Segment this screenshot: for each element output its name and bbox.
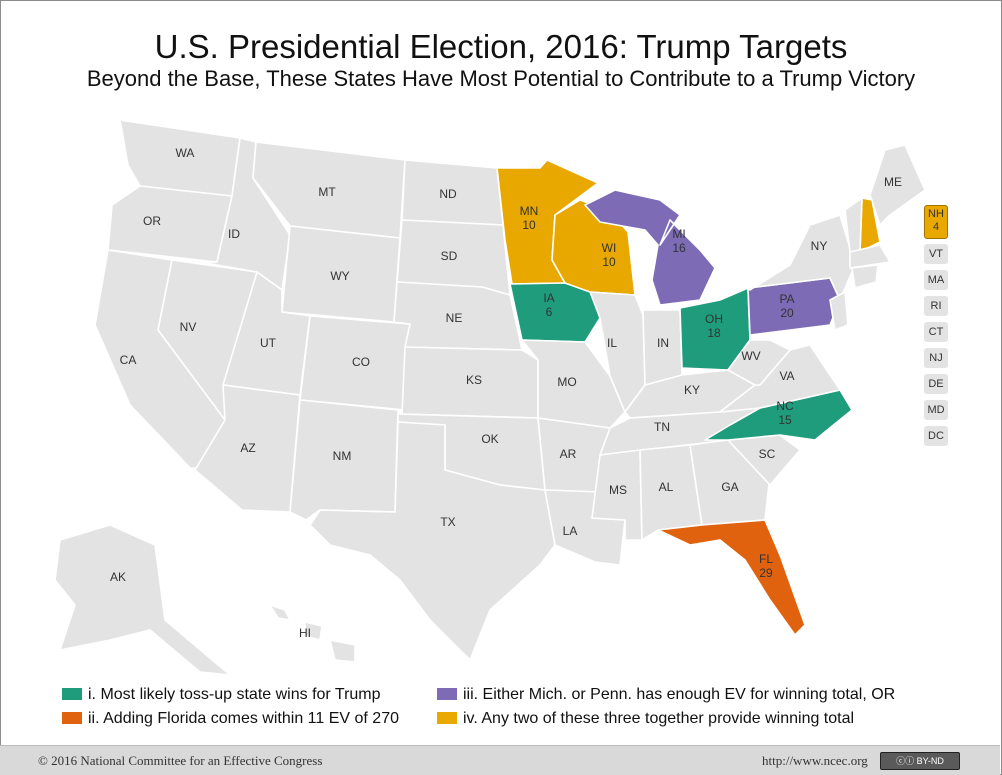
legend-florida: ii. Adding Florida comes within 11 EV of… bbox=[62, 710, 399, 728]
small-state-md: MD bbox=[924, 400, 948, 420]
state-WV bbox=[727, 339, 791, 386]
state-label-la: LA bbox=[563, 524, 578, 538]
state-NC bbox=[704, 389, 853, 441]
state-label-ks: KS bbox=[466, 373, 482, 387]
state-MO bbox=[521, 339, 626, 429]
state-label-al: AL bbox=[659, 480, 674, 494]
state-label-ak: AK bbox=[110, 570, 126, 584]
small-state-ev: 4 bbox=[932, 221, 940, 233]
small-state-label: NH bbox=[928, 208, 944, 220]
state-label-ga: GA bbox=[721, 480, 738, 494]
map-title: U.S. Presidential Election, 2016: Trump … bbox=[154, 28, 848, 65]
state-label-mt: MT bbox=[318, 185, 336, 199]
state-label-mi: MI bbox=[672, 227, 685, 241]
legend-either: iii. Either Mich. or Penn. has enough EV… bbox=[437, 686, 895, 704]
state-ev-oh: 18 bbox=[707, 326, 721, 340]
legend-anytwo-swatch bbox=[437, 712, 457, 724]
state-label-ca: CA bbox=[120, 353, 137, 367]
small-state-label: MA bbox=[927, 274, 945, 286]
state-label-nv: NV bbox=[180, 320, 197, 334]
state-label-il: IL bbox=[607, 336, 617, 350]
state-ev-nc: 15 bbox=[778, 413, 792, 427]
small-state-label: RI bbox=[930, 300, 942, 312]
state-label-ky: KY bbox=[684, 383, 700, 397]
map-subtitle: Beyond the Base, These States Have Most … bbox=[86, 66, 916, 91]
small-state-label: DE bbox=[928, 378, 944, 390]
footer-bar: © 2016 National Committee for an Effecti… bbox=[0, 745, 1000, 775]
state-HI bbox=[269, 604, 356, 663]
state-ev-mn: 10 bbox=[522, 218, 536, 232]
state-label-fl: FL bbox=[759, 552, 773, 566]
small-state-nj: NJ bbox=[924, 348, 948, 368]
cc-license-badge: ⓒⓘ BY-ND bbox=[880, 752, 960, 770]
state-label-sd: SD bbox=[441, 249, 458, 263]
state-label-tx: TX bbox=[440, 515, 455, 529]
state-label-az: AZ bbox=[240, 441, 255, 455]
legend-tossup-swatch bbox=[62, 688, 82, 700]
state-ev-pa: 20 bbox=[780, 306, 794, 320]
state-label-tn: TN bbox=[654, 420, 670, 434]
small-state-label: VT bbox=[928, 248, 944, 260]
state-ev-fl: 29 bbox=[759, 566, 773, 580]
state-label-nc: NC bbox=[776, 399, 794, 413]
state-label-mo: MO bbox=[557, 375, 576, 389]
url-link[interactable]: http://www.ncec.org bbox=[762, 753, 868, 768]
small-state-de: DE bbox=[924, 374, 948, 394]
state-label-hi: HI bbox=[299, 626, 311, 640]
state-label-id: ID bbox=[228, 227, 240, 241]
state-label-or: OR bbox=[143, 214, 161, 228]
small-state-label: MD bbox=[927, 404, 945, 416]
state-MI bbox=[584, 189, 716, 306]
small-state-ma: MA bbox=[924, 270, 948, 290]
small-state-vt: VT bbox=[924, 244, 948, 264]
state-label-ms: MS bbox=[609, 483, 627, 497]
state-label-ok: OK bbox=[481, 432, 498, 446]
state-label-ar: AR bbox=[560, 447, 577, 461]
small-state-ri: RI bbox=[924, 296, 948, 316]
state-IA bbox=[509, 282, 601, 343]
state-label-co: CO bbox=[352, 355, 370, 369]
state-ev-wi: 10 bbox=[602, 255, 616, 269]
state-label-wv: WV bbox=[741, 349, 760, 363]
legend-florida-swatch bbox=[62, 712, 82, 724]
small-state-ct: CT bbox=[924, 322, 948, 342]
state-label-va: VA bbox=[779, 369, 794, 383]
small-state-label: NJ bbox=[929, 352, 943, 364]
small-state-nh: NH 4 bbox=[924, 205, 948, 239]
legend-anytwo: iv. Any two of these three together prov… bbox=[437, 710, 854, 728]
state-TX bbox=[309, 421, 556, 661]
state-label-wi: WI bbox=[602, 241, 617, 255]
small-state-label: CT bbox=[928, 326, 944, 338]
state-label-me: ME bbox=[884, 175, 902, 189]
state-label-ny: NY bbox=[811, 239, 828, 253]
small-state-label: DC bbox=[928, 430, 944, 442]
state-label-oh: OH bbox=[705, 312, 723, 326]
state-label-wy: WY bbox=[330, 269, 349, 283]
state-label-ut: UT bbox=[260, 336, 277, 350]
state-label-ia: IA bbox=[543, 291, 554, 305]
state-label-mn: MN bbox=[520, 204, 539, 218]
state-AK bbox=[54, 524, 231, 676]
state-NJ bbox=[829, 291, 849, 331]
state-FL bbox=[657, 519, 806, 636]
state-CT bbox=[851, 264, 879, 289]
state-label-wa: WA bbox=[176, 146, 195, 160]
state-MA bbox=[849, 244, 891, 269]
state-label-pa: PA bbox=[779, 292, 794, 306]
small-state-dc: DC bbox=[924, 426, 948, 446]
state-label-nm: NM bbox=[333, 449, 352, 463]
legend-either-swatch bbox=[437, 688, 457, 700]
copyright-text: © 2016 National Committee for an Effecti… bbox=[38, 753, 323, 768]
state-label-in: IN bbox=[657, 336, 669, 350]
state-labels: WAORCANVIDMTWYUTAZCONMNDSDNEKSOKTXMN10IA… bbox=[110, 146, 902, 640]
state-label-nd: ND bbox=[439, 187, 457, 201]
state-ev-ia: 6 bbox=[546, 305, 553, 319]
state-label-sc: SC bbox=[759, 447, 776, 461]
state-label-ne: NE bbox=[446, 311, 463, 325]
state-ME bbox=[869, 144, 926, 226]
legend-tossup: i. Most likely toss-up state wins for Tr… bbox=[62, 686, 381, 704]
state-OR bbox=[107, 185, 233, 263]
state-ev-mi: 16 bbox=[672, 241, 686, 255]
